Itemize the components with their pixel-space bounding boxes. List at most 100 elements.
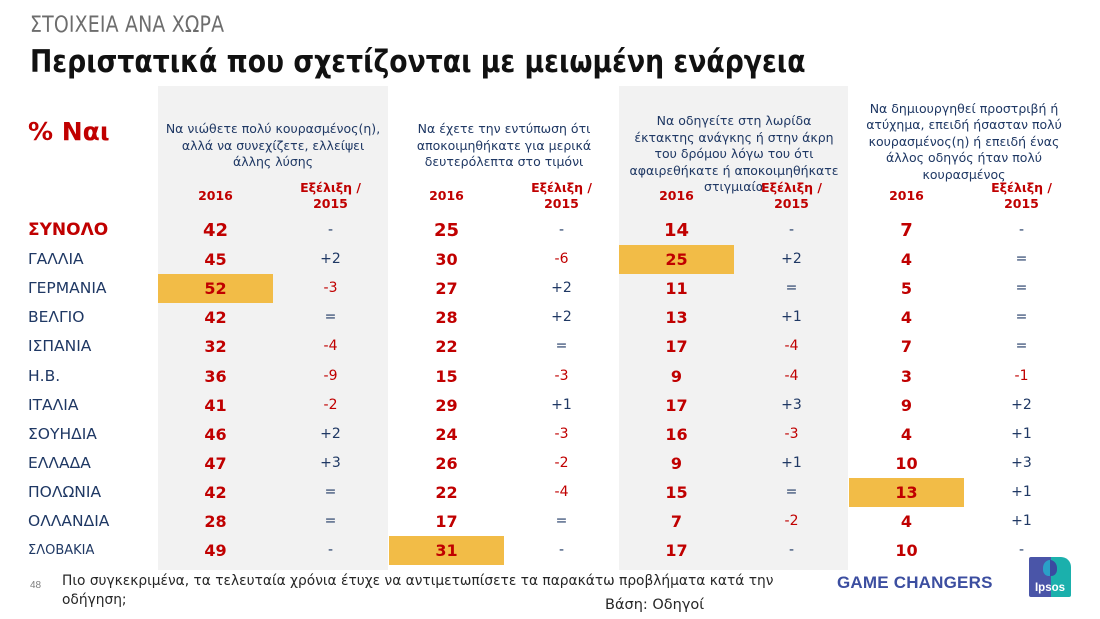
- measure-label: % Ναι: [28, 117, 110, 146]
- col-header-change-2015: Εξέλιξη / 2015: [991, 180, 1052, 211]
- change-vs-2015-cell: -: [558, 222, 565, 238]
- col-header-2016: 2016: [889, 188, 924, 203]
- change-vs-2015-cell: +1: [1011, 513, 1032, 529]
- change-vs-2015-cell: +3: [320, 454, 341, 471]
- value-2016-cell: 4: [900, 308, 913, 328]
- value-2016-cell: 49: [204, 541, 227, 561]
- ipsos-logo: Ipsos: [1029, 557, 1071, 597]
- value-2016-cell: 28: [435, 308, 458, 328]
- change-vs-2015-cell: +1: [781, 454, 802, 471]
- change-vs-2015-cell: +1: [781, 309, 802, 326]
- value-2016-cell: 4: [900, 424, 913, 444]
- value-2016-cell: 27: [435, 279, 458, 299]
- value-2016-cell: 24: [435, 424, 458, 444]
- col-header-change-2015: Εξέλιξη / 2015: [531, 180, 592, 211]
- change-vs-2015-cell: -: [788, 542, 795, 559]
- row-label-country: ΓΕΡΜΑΝΙΑ: [28, 279, 107, 298]
- value-2016-cell: 13: [849, 477, 964, 507]
- value-2016-cell: 5: [900, 279, 913, 299]
- survey-question: Πιο συγκεκριμένα, τα τελευταία χρόνια έτ…: [62, 573, 774, 608]
- change-vs-2015-cell: -1: [1014, 367, 1029, 384]
- row-label-country: ΓΑΛΛΙΑ: [28, 250, 84, 269]
- question-header-1: Να νιώθετε πολύ κουρασμένος(η), αλλά να …: [165, 121, 381, 170]
- change-vs-2015-cell: +2: [781, 251, 802, 268]
- change-vs-2015-cell: =: [785, 483, 798, 500]
- row-label-country: ΕΛΛΑΔΑ: [28, 453, 91, 472]
- question-header-3: Να οδηγείτε στη λωρίδα έκτακτης ανάγκης …: [629, 113, 839, 194]
- value-2016-cell: 30: [435, 250, 458, 270]
- value-2016-cell: 41: [204, 395, 227, 415]
- change-vs-2015-cell: =: [1015, 251, 1028, 268]
- ipsos-head-icon: [1043, 560, 1057, 576]
- value-2016-cell: 36: [204, 366, 227, 386]
- change-vs-2015-cell: -4: [784, 338, 799, 355]
- change-vs-2015-cell: =: [555, 513, 568, 529]
- value-2016-cell: 26: [435, 453, 458, 473]
- change-vs-2015-cell: =: [324, 513, 337, 529]
- change-vs-2015-cell: -: [1018, 542, 1025, 559]
- row-label-country: ΣΛΟΒΑΚΙΑ: [28, 543, 95, 559]
- change-vs-2015-cell: +2: [1011, 396, 1032, 413]
- change-vs-2015-cell: -6: [554, 251, 569, 268]
- value-2016-cell: 17: [665, 541, 688, 561]
- value-2016-cell: 31: [389, 536, 504, 566]
- value-2016-cell: 45: [204, 250, 227, 270]
- col-header-2016: 2016: [198, 188, 233, 203]
- change-vs-2015-cell: -: [327, 222, 334, 238]
- value-2016-cell: 32: [204, 337, 227, 357]
- change-vs-2015-cell: -3: [554, 425, 569, 442]
- value-2016-cell: 7: [900, 337, 913, 357]
- row-label-country: ΙΤΑΛΙΑ: [28, 395, 79, 414]
- change-vs-2015-cell: +2: [320, 425, 341, 442]
- page-title: Περιστατικά που σχετίζονται με μειωμένη …: [30, 44, 806, 80]
- col-header-2016: 2016: [659, 188, 694, 203]
- value-2016-cell: 22: [435, 337, 458, 357]
- change-vs-2015-cell: -2: [554, 454, 569, 471]
- value-2016-cell: 13: [665, 308, 688, 328]
- base-note: Βάση: Οδηγοί: [605, 597, 705, 613]
- value-2016-cell: 22: [435, 482, 458, 502]
- value-2016-cell: 7: [670, 512, 683, 531]
- value-2016-cell: 42: [204, 482, 227, 502]
- change-vs-2015-cell: =: [1015, 338, 1028, 355]
- row-label-country: ΣΟΥΗΔΙΑ: [28, 424, 97, 443]
- col-header-change-2015: Εξέλιξη / 2015: [761, 180, 822, 211]
- value-2016-cell: 9: [670, 453, 683, 473]
- change-vs-2015-cell: +2: [551, 280, 572, 297]
- change-vs-2015-cell: -2: [784, 513, 799, 529]
- row-label-country: ΙΣΠΑΝΙΑ: [28, 337, 92, 356]
- value-2016-cell: 42: [204, 308, 227, 328]
- value-2016-cell: 29: [435, 395, 458, 415]
- change-vs-2015-cell: -3: [554, 367, 569, 384]
- value-2016-cell: 25: [433, 220, 460, 241]
- change-vs-2015-cell: =: [1015, 309, 1028, 326]
- question-header-2: Να έχετε την εντύπωση ότι αποκοιμηθήκατε…: [416, 121, 592, 170]
- value-2016-cell: 4: [900, 512, 913, 531]
- value-2016-cell: 28: [204, 512, 227, 531]
- value-2016-cell: 52: [158, 274, 273, 304]
- value-2016-cell: 7: [900, 220, 913, 241]
- change-vs-2015-cell: -3: [323, 280, 338, 297]
- value-2016-cell: 4: [900, 250, 913, 270]
- row-label-country: ΒΕΛΓΙΟ: [28, 308, 85, 327]
- change-vs-2015-cell: -: [558, 542, 565, 559]
- value-2016-cell: 16: [665, 424, 688, 444]
- value-2016-cell: 25: [619, 245, 734, 275]
- value-2016-cell: 11: [665, 279, 688, 299]
- value-2016-cell: 10: [895, 541, 918, 561]
- col-header-change-2015: Εξέλιξη / 2015: [300, 180, 361, 211]
- value-2016-cell: 17: [665, 337, 688, 357]
- change-vs-2015-cell: -3: [784, 425, 799, 442]
- value-2016-cell: 9: [670, 366, 683, 386]
- change-vs-2015-cell: -4: [554, 483, 569, 500]
- row-label-country: ΠΟΛΩΝΙΑ: [28, 482, 102, 501]
- value-2016-cell: 46: [204, 424, 227, 444]
- change-vs-2015-cell: -4: [784, 367, 799, 384]
- question-1-panel: [158, 86, 388, 570]
- change-vs-2015-cell: -: [788, 222, 795, 238]
- row-label-country: Η.Β.: [28, 366, 61, 385]
- change-vs-2015-cell: -4: [323, 338, 338, 355]
- change-vs-2015-cell: +1: [1011, 425, 1032, 442]
- change-vs-2015-cell: =: [324, 483, 337, 500]
- value-2016-cell: 47: [204, 453, 227, 473]
